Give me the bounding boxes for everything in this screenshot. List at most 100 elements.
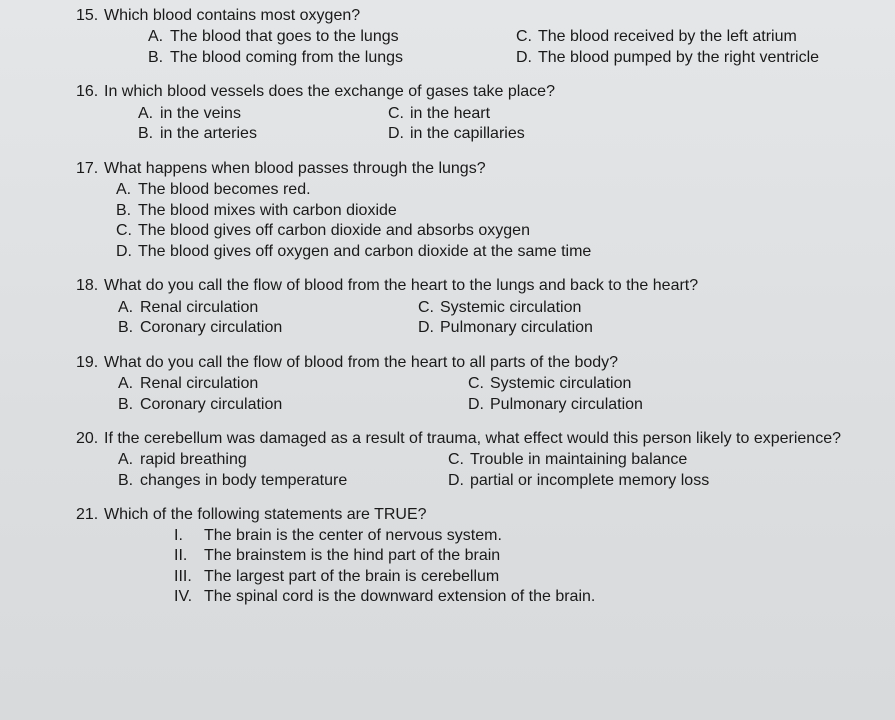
options: A. Renal circulation B. Coronary circula… [118,374,875,415]
question-number: 19. [76,353,104,373]
option-text: The blood coming from the lungs [170,48,403,68]
option-text: changes in body temperature [140,471,347,491]
option-a: A. rapid breathing [118,450,436,470]
statement-roman: I. [174,526,204,546]
question-20: 20. If the cerebellum was damaged as a r… [76,429,875,491]
question-stem: 19. What do you call the flow of blood f… [76,353,875,373]
question-text: Which blood contains most oxygen? [104,6,360,26]
option-letter: C. [388,104,410,124]
question-text: If the cerebellum was damaged as a resul… [104,429,841,449]
option-text: in the heart [410,104,490,124]
option-a: A. The blood that goes to the lungs [148,27,504,47]
statement-text: The largest part of the brain is cerebel… [204,567,499,587]
question-number: 16. [76,82,104,102]
statement-1: I. The brain is the center of nervous sy… [174,526,875,546]
option-text: partial or incomplete memory loss [470,471,709,491]
question-stem: 21. Which of the following statements ar… [76,505,875,525]
option-c: C. Systemic circulation [418,298,863,318]
question-stem: 17. What happens when blood passes throu… [76,159,875,179]
options: A. The blood becomes red. B. The blood m… [116,180,875,262]
option-text: in the arteries [160,124,257,144]
question-text: What do you call the flow of blood from … [104,276,698,296]
question-number: 18. [76,276,104,296]
statement-roman: III. [174,567,204,587]
option-b: B. in the arteries [138,124,376,144]
option-text: Renal circulation [140,374,258,394]
option-letter: A. [118,298,140,318]
option-text: The blood gives off carbon dioxide and a… [138,221,530,241]
option-letter: C. [116,221,138,241]
option-c: C. Trouble in maintaining balance [448,450,863,470]
option-text: Coronary circulation [140,395,282,415]
option-text: The blood mixes with carbon dioxide [138,201,397,221]
option-d: D. Pulmonary circulation [418,318,863,338]
question-text: Which of the following statements are TR… [104,505,427,525]
option-letter: B. [138,124,160,144]
question-text: What happens when blood passes through t… [104,159,486,179]
question-number: 15. [76,6,104,26]
option-text: Pulmonary circulation [440,318,593,338]
question-21: 21. Which of the following statements ar… [76,505,875,607]
question-18: 18. What do you call the flow of blood f… [76,276,875,338]
statement-text: The brain is the center of nervous syste… [204,526,502,546]
options: A. The blood that goes to the lungs B. T… [148,27,875,68]
option-letter: D. [448,471,470,491]
option-b: B. Coronary circulation [118,395,456,415]
option-text: The blood becomes red. [138,180,311,200]
question-number: 21. [76,505,104,525]
question-stem: 20. If the cerebellum was damaged as a r… [76,429,875,449]
option-letter: B. [116,201,138,221]
option-letter: A. [118,374,140,394]
option-text: Renal circulation [140,298,258,318]
option-letter: B. [118,471,140,491]
question-stem: 15. Which blood contains most oxygen? [76,6,875,26]
option-a: A. in the veins [138,104,376,124]
option-c: C. The blood received by the left atrium [516,27,863,47]
option-a: A. Renal circulation [118,298,406,318]
option-a: A. Renal circulation [118,374,456,394]
question-stem: 18. What do you call the flow of blood f… [76,276,875,296]
question-15: 15. Which blood contains most oxygen? A.… [76,6,875,68]
statement-roman: II. [174,546,204,566]
statement-roman: IV. [174,587,204,607]
option-text: The blood received by the left atrium [538,27,797,47]
option-d: D. in the capillaries [388,124,863,144]
statement-3: III. The largest part of the brain is ce… [174,567,875,587]
option-b: B. The blood coming from the lungs [148,48,504,68]
question-16: 16. In which blood vessels does the exch… [76,82,875,144]
option-d: D. partial or incomplete memory loss [448,471,863,491]
option-d: D. The blood pumped by the right ventric… [516,48,863,68]
option-letter: C. [448,450,470,470]
option-letter: D. [418,318,440,338]
option-letter: A. [116,180,138,200]
option-c: C. Systemic circulation [468,374,863,394]
option-d: D. Pulmonary circulation [468,395,863,415]
question-number: 17. [76,159,104,179]
option-letter: A. [138,104,160,124]
option-text: in the veins [160,104,241,124]
option-letter: D. [468,395,490,415]
option-letter: D. [516,48,538,68]
question-text: What do you call the flow of blood from … [104,353,618,373]
options: A. rapid breathing B. changes in body te… [118,450,875,491]
option-text: Systemic circulation [440,298,581,318]
option-letter: C. [418,298,440,318]
option-text: Pulmonary circulation [490,395,643,415]
question-number: 20. [76,429,104,449]
option-text: rapid breathing [140,450,247,470]
option-c: C. in the heart [388,104,863,124]
option-text: Systemic circulation [490,374,631,394]
question-text: In which blood vessels does the exchange… [104,82,555,102]
statement-2: II. The brainstem is the hind part of th… [174,546,875,566]
option-letter: B. [148,48,170,68]
option-b: B. The blood mixes with carbon dioxide [116,201,863,221]
options: A. Renal circulation B. Coronary circula… [118,298,875,339]
worksheet-page: 15. Which blood contains most oxygen? A.… [0,0,895,720]
option-text: in the capillaries [410,124,525,144]
option-b: B. changes in body temperature [118,471,436,491]
question-stem: 16. In which blood vessels does the exch… [76,82,875,102]
option-text: Coronary circulation [140,318,282,338]
option-c: C. The blood gives off carbon dioxide an… [116,221,863,241]
option-letter: B. [118,318,140,338]
statement-text: The brainstem is the hind part of the br… [204,546,500,566]
